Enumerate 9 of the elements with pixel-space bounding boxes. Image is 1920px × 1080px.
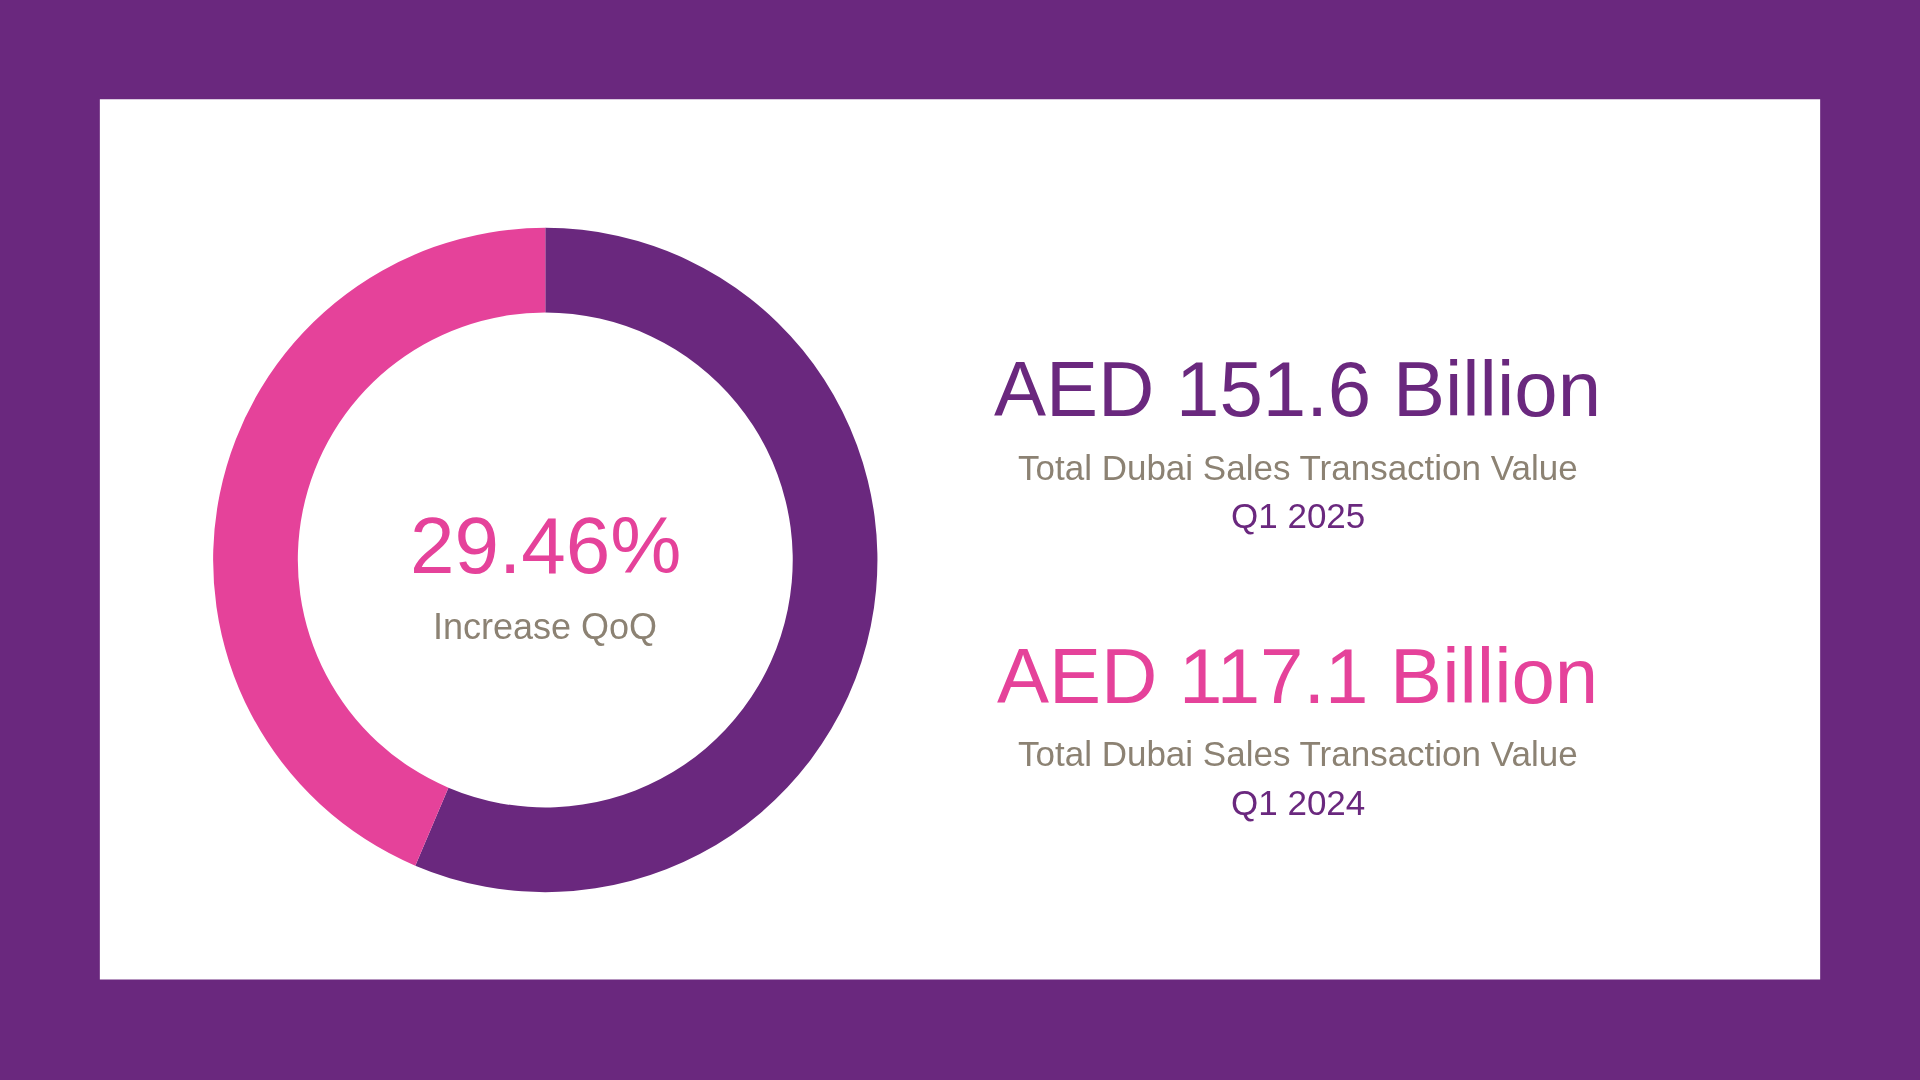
text: AED 117.1 Billion	[997, 632, 1599, 720]
donut-slice	[415, 227, 877, 893]
text: Increase QoQ	[433, 606, 658, 647]
text: 29.46%	[410, 501, 682, 590]
text: Total Dubai Sales Transaction Value	[1018, 734, 1578, 773]
text: Total Dubai Sales Transaction Value	[1018, 448, 1578, 487]
text: AED 151.6 Billion	[994, 345, 1602, 433]
text: Q1 2024	[1231, 783, 1366, 822]
text: Q1 2025	[1231, 496, 1366, 535]
